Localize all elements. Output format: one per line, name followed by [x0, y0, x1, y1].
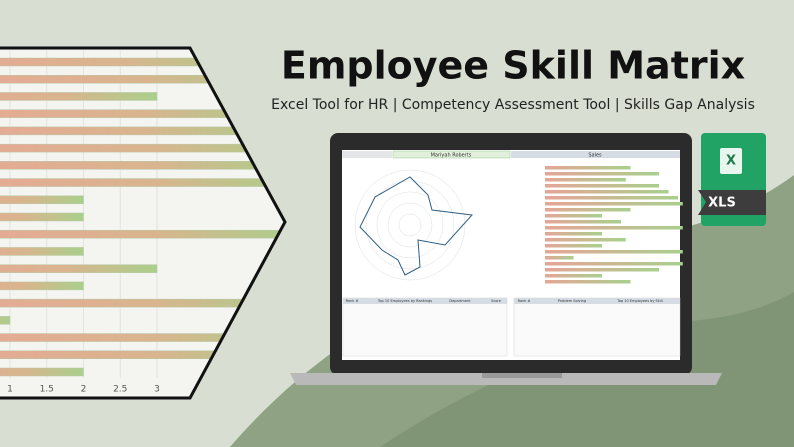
badge: XLS — [708, 196, 736, 211]
notch — [482, 373, 562, 378]
employee-name: Mariyah Roberts — [431, 153, 472, 159]
bar — [0, 178, 285, 187]
name-cell — [392, 150, 511, 159]
screen-bar — [545, 214, 602, 218]
screen-bar — [545, 250, 683, 254]
screen-bar — [545, 274, 602, 278]
th: Rank # — [346, 299, 359, 303]
laptop: Mariyah Roberts Sales Rank # Top 10 Empl… — [290, 133, 722, 385]
bar — [0, 74, 285, 84]
screen-bar — [545, 184, 659, 188]
th: Top 10 Employees by Rankings — [377, 299, 432, 303]
bar — [0, 367, 84, 377]
screen-bar — [545, 262, 683, 266]
screen-bar — [545, 268, 659, 272]
screen-bar — [545, 196, 678, 200]
screen-bar — [545, 208, 631, 212]
bar — [0, 264, 158, 273]
screen-bar — [545, 220, 621, 224]
department: Sales — [588, 153, 602, 159]
title: Employee Skill Matrix — [281, 44, 745, 88]
x-tick-label: 2.5 — [113, 385, 127, 395]
bar — [0, 281, 84, 291]
hex-border — [0, 46, 287, 400]
radar — [354, 169, 474, 281]
bar — [0, 350, 285, 360]
screen-bar — [545, 202, 683, 206]
screen-bar — [545, 178, 626, 182]
svg-text:X: X — [726, 154, 736, 169]
th: Score — [491, 299, 501, 303]
th: Top 10 Employees by Skill — [616, 299, 662, 303]
th: Rank # — [518, 299, 531, 303]
th: Problem Solving — [558, 299, 586, 303]
bar — [0, 195, 84, 205]
dept-cell — [511, 151, 680, 158]
cell — [342, 151, 392, 158]
screen-bar — [545, 166, 631, 170]
x-tick-label: 3 — [154, 385, 160, 395]
bar — [0, 247, 84, 256]
base — [290, 373, 722, 385]
th: Department — [449, 299, 471, 303]
screen-bar — [545, 238, 626, 242]
screen-bar — [545, 190, 669, 194]
bar — [0, 126, 285, 136]
screen-bar — [545, 280, 631, 284]
tables — [342, 297, 681, 357]
bar — [0, 212, 84, 222]
bar — [0, 298, 285, 308]
bar — [0, 109, 285, 118]
x-tick-label: 1.5 — [40, 385, 54, 395]
bar — [0, 161, 285, 170]
x-tick-label: 2 — [81, 385, 87, 395]
bar — [0, 316, 11, 325]
bar — [0, 229, 285, 239]
bar — [0, 92, 158, 101]
bar — [0, 143, 285, 153]
screen-bar — [545, 226, 683, 230]
x-tick-label: 1 — [7, 385, 13, 395]
screen-bar — [545, 232, 602, 236]
subtitle: Excel Tool for HR | Competency Assessmen… — [271, 97, 755, 113]
skill-bars — [545, 166, 683, 284]
bar — [0, 333, 285, 342]
screen-bar — [545, 244, 602, 248]
screen-bar — [545, 256, 574, 260]
screen-bar — [545, 172, 659, 176]
excel-icon: X XLS — [698, 133, 766, 226]
